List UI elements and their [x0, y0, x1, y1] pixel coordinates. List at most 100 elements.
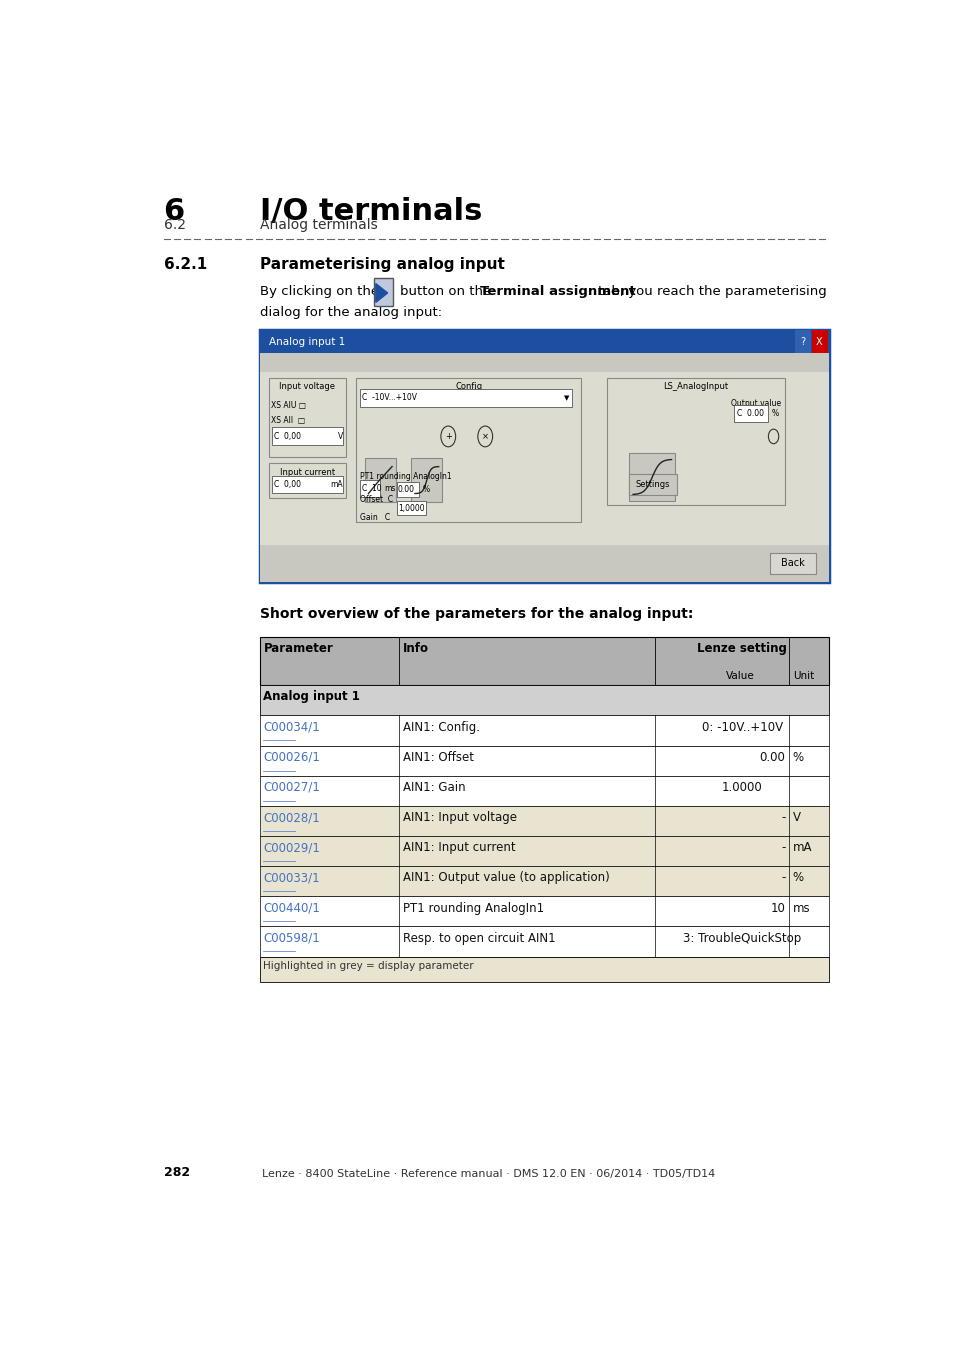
Text: Config: Config [455, 382, 481, 391]
FancyBboxPatch shape [411, 458, 442, 502]
Text: Info: Info [402, 643, 429, 655]
Text: Input voltage: Input voltage [279, 382, 335, 391]
Text: Resp. to open circuit AIN1: Resp. to open circuit AIN1 [402, 931, 555, 945]
Text: C00598/1: C00598/1 [263, 931, 320, 945]
Text: C00029/1: C00029/1 [263, 841, 320, 855]
Text: ms: ms [383, 483, 395, 493]
Text: Highlighted in grey = display parameter: Highlighted in grey = display parameter [263, 961, 474, 971]
Text: ms: ms [792, 902, 810, 914]
FancyBboxPatch shape [269, 378, 346, 458]
Text: C00026/1: C00026/1 [263, 751, 320, 764]
FancyBboxPatch shape [359, 481, 380, 497]
Text: 3: TroubleQuickStop: 3: TroubleQuickStop [682, 931, 801, 945]
FancyBboxPatch shape [629, 454, 675, 501]
Polygon shape [375, 284, 387, 302]
FancyBboxPatch shape [259, 331, 828, 354]
Text: ?: ? [799, 338, 804, 347]
Text: XS AIU □: XS AIU □ [271, 401, 306, 410]
FancyBboxPatch shape [259, 686, 828, 716]
FancyBboxPatch shape [259, 926, 828, 957]
FancyBboxPatch shape [259, 896, 828, 926]
FancyBboxPatch shape [259, 716, 828, 745]
FancyBboxPatch shape [259, 331, 828, 582]
FancyBboxPatch shape [811, 331, 826, 354]
Text: LS_AnalogInput: LS_AnalogInput [662, 382, 728, 391]
Text: mA: mA [792, 841, 812, 855]
Text: mA: mA [331, 479, 343, 489]
Text: Analog terminals: Analog terminals [259, 219, 377, 232]
Text: %: % [792, 751, 803, 764]
Text: 1,0000: 1,0000 [397, 504, 424, 513]
Text: Gain   C: Gain C [359, 513, 389, 522]
Text: C  -10V...+10V: C -10V...+10V [361, 393, 416, 402]
Text: XS AII  □: XS AII □ [271, 416, 305, 425]
FancyBboxPatch shape [259, 836, 828, 867]
FancyBboxPatch shape [259, 354, 828, 373]
Text: C00028/1: C00028/1 [263, 811, 320, 824]
FancyBboxPatch shape [259, 745, 828, 776]
FancyBboxPatch shape [794, 331, 810, 354]
FancyBboxPatch shape [396, 501, 426, 516]
Text: Parameterising analog input: Parameterising analog input [259, 256, 504, 271]
Text: V: V [337, 432, 343, 441]
FancyBboxPatch shape [272, 427, 343, 444]
FancyBboxPatch shape [364, 458, 395, 502]
Text: ×: × [481, 432, 488, 441]
Text: AIN1: Gain: AIN1: Gain [402, 780, 465, 794]
Text: -: - [781, 811, 784, 824]
Text: -: - [781, 841, 784, 855]
Text: C  0.00: C 0.00 [736, 409, 762, 418]
Text: +: + [444, 432, 451, 441]
Text: Back: Back [781, 559, 803, 568]
FancyBboxPatch shape [374, 278, 393, 306]
Text: Short overview of the parameters for the analog input:: Short overview of the parameters for the… [259, 608, 693, 621]
FancyBboxPatch shape [259, 776, 828, 806]
FancyBboxPatch shape [606, 378, 783, 505]
FancyBboxPatch shape [769, 554, 815, 574]
Text: 0.00: 0.00 [397, 485, 415, 494]
Text: ▼: ▼ [563, 396, 569, 401]
Text: X: X [815, 338, 821, 347]
Text: Offset  C: Offset C [359, 494, 393, 504]
Text: AIN1: Input current: AIN1: Input current [402, 841, 515, 855]
Text: Input current: Input current [279, 467, 335, 477]
FancyBboxPatch shape [259, 957, 828, 983]
Text: dialog for the analog input:: dialog for the analog input: [259, 306, 441, 320]
FancyBboxPatch shape [259, 867, 828, 896]
Text: button on the: button on the [400, 285, 491, 297]
Text: PT1 rounding AnalogIn1: PT1 rounding AnalogIn1 [359, 471, 451, 481]
Text: AIN1: Offset: AIN1: Offset [402, 751, 474, 764]
Text: PT1 rounding AnalogIn1: PT1 rounding AnalogIn1 [402, 902, 543, 914]
Text: C00033/1: C00033/1 [263, 871, 319, 884]
FancyBboxPatch shape [272, 477, 343, 493]
Text: Lenze · 8400 StateLine · Reference manual · DMS 12.0 EN · 06/2014 · TD05/TD14: Lenze · 8400 StateLine · Reference manua… [262, 1169, 715, 1179]
FancyBboxPatch shape [359, 389, 571, 408]
Text: 0: -10V..+10V: 0: -10V..+10V [700, 721, 782, 733]
FancyBboxPatch shape [734, 405, 767, 423]
Text: AIN1: Output value (to application): AIN1: Output value (to application) [402, 871, 609, 884]
Text: C  10: C 10 [361, 483, 381, 493]
Text: tab, you reach the parameterising: tab, you reach the parameterising [597, 285, 825, 297]
Text: 0.00: 0.00 [759, 751, 784, 764]
Text: Settings: Settings [635, 479, 670, 489]
Text: 6: 6 [164, 197, 185, 227]
Text: Terminal assignment: Terminal assignment [479, 285, 635, 297]
Text: C00027/1: C00027/1 [263, 780, 320, 794]
Text: AIN1: Input voltage: AIN1: Input voltage [402, 811, 517, 824]
Text: 6.2.1: 6.2.1 [164, 256, 207, 271]
Text: Lenze setting: Lenze setting [697, 643, 786, 655]
FancyBboxPatch shape [396, 482, 418, 497]
Text: V: V [792, 811, 800, 824]
Text: 10: 10 [770, 902, 784, 914]
Text: %: % [792, 871, 803, 884]
FancyBboxPatch shape [259, 544, 828, 582]
Text: AIN1: Config.: AIN1: Config. [402, 721, 479, 733]
FancyBboxPatch shape [259, 637, 828, 686]
Text: 1.0000: 1.0000 [721, 780, 761, 794]
Text: C00440/1: C00440/1 [263, 902, 320, 914]
Text: 6.2: 6.2 [164, 219, 186, 232]
FancyBboxPatch shape [629, 474, 677, 494]
Text: I/O terminals: I/O terminals [259, 197, 481, 227]
Text: Unit: Unit [792, 671, 813, 682]
Text: Parameter: Parameter [263, 643, 333, 655]
